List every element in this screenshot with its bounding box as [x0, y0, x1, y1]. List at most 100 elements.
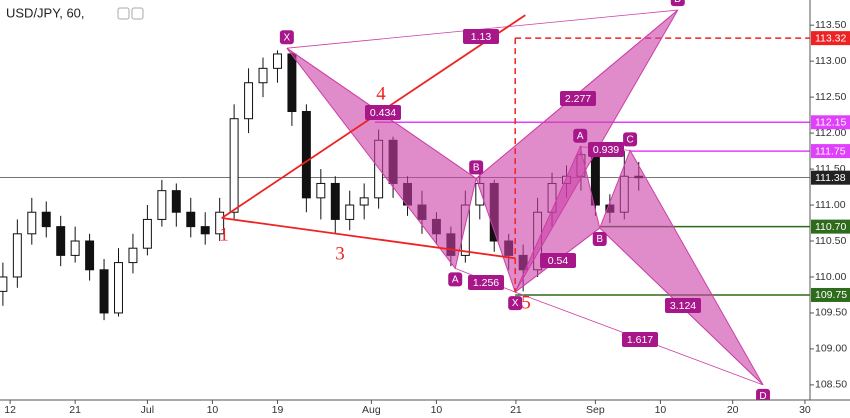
candle-body [128, 247, 138, 264]
ratio-label: 1.256 [473, 277, 499, 289]
price-tag [811, 219, 850, 234]
y-tick-label: 109.00 [815, 343, 847, 355]
x-tick-label: 12 [4, 404, 16, 416]
ratio-label: 0.939 [593, 144, 619, 156]
candle-body [70, 240, 80, 256]
candle-body [56, 226, 66, 256]
vertex-label: C [626, 135, 633, 146]
candle-body [200, 226, 210, 235]
candle-body [85, 240, 95, 271]
wave-label: 4 [376, 83, 386, 104]
price-tag-label: 112.15 [815, 117, 846, 129]
candle-body [114, 262, 123, 314]
ratio-label: 1.617 [627, 334, 653, 346]
price-tag [811, 287, 850, 302]
candle-body [301, 111, 311, 199]
price-tag [811, 31, 850, 46]
candle-body [157, 190, 167, 220]
vertex-label-box [448, 272, 463, 287]
vertex-label: B [473, 163, 480, 174]
y-tick-label: 113.50 [815, 19, 846, 31]
vertex-label-box [623, 132, 638, 147]
y-tick-label: 110.00 [815, 271, 846, 283]
candle-body [171, 190, 181, 213]
y-tick-label: 108.50 [815, 379, 847, 391]
candle-body [229, 118, 239, 213]
candle-body [99, 269, 109, 314]
x-tick-label: 10 [655, 404, 667, 416]
wave-label: 1 [219, 224, 229, 245]
x-tick-label: Aug [362, 404, 381, 416]
y-tick-label: 113.00 [815, 55, 846, 67]
vertex-label-box [592, 232, 607, 247]
candle-body [244, 82, 254, 120]
candle-body [215, 211, 225, 235]
x-tick-label: 30 [799, 404, 811, 416]
candle-body [359, 197, 369, 206]
ratio-label-box [540, 253, 576, 268]
settings-icon[interactable] [117, 7, 130, 20]
vertex-label: B [596, 234, 603, 245]
vertex-label-box [279, 30, 294, 45]
candle-body [287, 53, 297, 113]
overlay: 1 3 4 5 1.13 0.434 2.277 1.256 0.54 0.939 3.124 1.6… [219, 0, 771, 403]
ratio-label-box [665, 298, 701, 313]
x-tick-label: 10 [431, 404, 443, 416]
ratio-label: 0.54 [548, 255, 569, 267]
candle-body [27, 211, 37, 235]
price-axis-panel [810, 0, 850, 418]
y-tick-label: 110.50 [815, 235, 846, 247]
y-tick-label: 112.50 [815, 91, 846, 103]
ratio-label: 0.434 [370, 107, 396, 119]
vertex-label: X [284, 32, 291, 43]
ratio-label: 2.277 [565, 93, 591, 105]
x-tick-label: Jul [141, 404, 154, 416]
candle-body [41, 211, 51, 228]
candle-body [12, 233, 22, 278]
x-tick-label: 19 [272, 404, 284, 416]
price-tag-label: 109.75 [815, 289, 847, 301]
x-tick-label: Sep [586, 404, 605, 416]
vertex-label: A [452, 274, 459, 285]
price-tag [811, 170, 850, 185]
candle-body [186, 211, 196, 228]
price-tag-label: 111.38 [815, 172, 846, 184]
price-tag [811, 144, 850, 159]
vertex-label-box [469, 160, 484, 175]
candle-body [272, 53, 282, 69]
wave-line [221, 217, 516, 260]
axes: 108.50 109.00 109.50 110.00 110.50 111.00 111.… [4, 19, 850, 416]
candle-body [330, 182, 340, 220]
ratio-label: 3.124 [670, 300, 696, 312]
ratio-label-box [588, 142, 624, 157]
y-tick-label: 112.00 [815, 127, 846, 139]
x-tick-label: 21 [69, 404, 81, 416]
close-icon[interactable] [131, 7, 144, 20]
ratio-label-box [365, 105, 401, 120]
time-axis-panel [0, 400, 850, 418]
price-tag-label: 113.32 [815, 32, 846, 44]
candle-body [316, 182, 326, 199]
vertex-label-box [573, 128, 588, 143]
x-tick-label: 20 [727, 404, 739, 416]
candle-body [345, 204, 355, 220]
candle-body [0, 276, 8, 292]
ratio-label-box [560, 91, 596, 106]
vertex-label: D [759, 391, 766, 402]
price-tag-label: 111.75 [815, 145, 846, 157]
x-tick-label: 10 [207, 404, 219, 416]
vertex-label-box [670, 0, 685, 7]
wave-label: 5 [521, 292, 531, 313]
ratio-label: 1.13 [471, 31, 492, 43]
vertex-label: X [512, 298, 519, 309]
candle-body [258, 67, 268, 84]
candle-body [142, 218, 152, 249]
x-tick-label: 21 [510, 404, 522, 416]
vertex-label: A [577, 131, 584, 142]
ratio-label-box [622, 332, 658, 347]
wave-label: 3 [335, 243, 345, 264]
ratio-label-box [468, 275, 504, 290]
vertex-label: D [674, 0, 681, 5]
